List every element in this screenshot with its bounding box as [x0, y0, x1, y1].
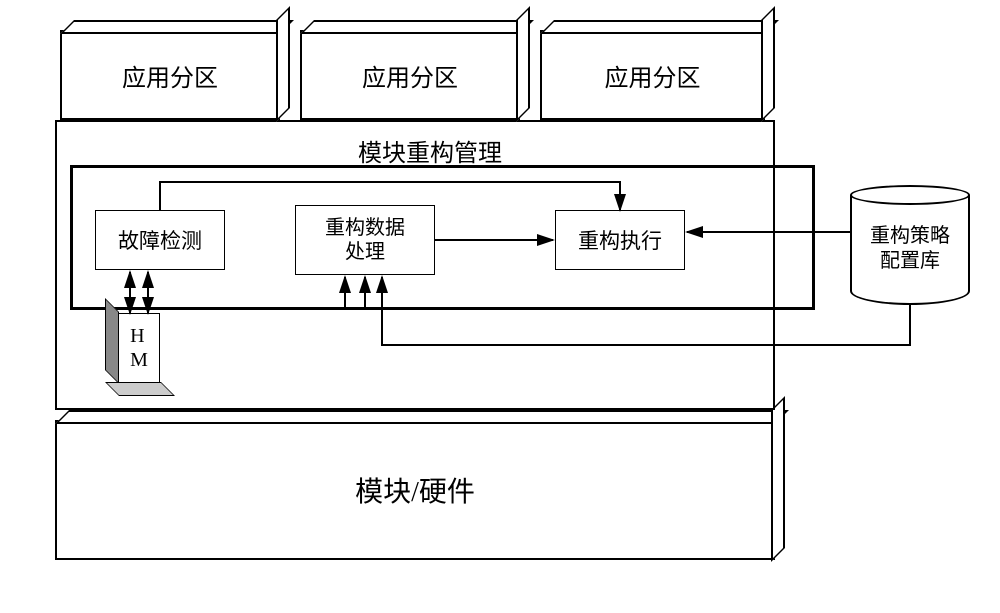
- hardware-label: 模块/硬件: [55, 420, 775, 560]
- app-partition-3-label: 应用分区: [540, 30, 765, 120]
- reconfig-exec-label: 重构执行: [578, 225, 662, 255]
- reconfig-data-box: 重构数据 处理: [295, 205, 435, 275]
- app-partition-1-label: 应用分区: [60, 30, 280, 120]
- reconfig-data-label: 重构数据 处理: [325, 216, 405, 264]
- cylinder-top-icon: [850, 185, 970, 205]
- hm-label: H M: [130, 324, 148, 372]
- hm-block: H M: [118, 313, 160, 383]
- mgmt-panel-title: 模块重构管理: [300, 135, 560, 165]
- fault-detect-box: 故障检测: [95, 210, 225, 270]
- policy-db: 重构策略 配置库: [850, 185, 970, 305]
- fault-detect-label: 故障检测: [118, 225, 202, 255]
- app-partition-2-label: 应用分区: [300, 30, 520, 120]
- policy-db-label: 重构策略 配置库: [870, 224, 950, 274]
- cylinder-body: 重构策略 配置库: [850, 195, 970, 305]
- reconfig-exec-box: 重构执行: [555, 210, 685, 270]
